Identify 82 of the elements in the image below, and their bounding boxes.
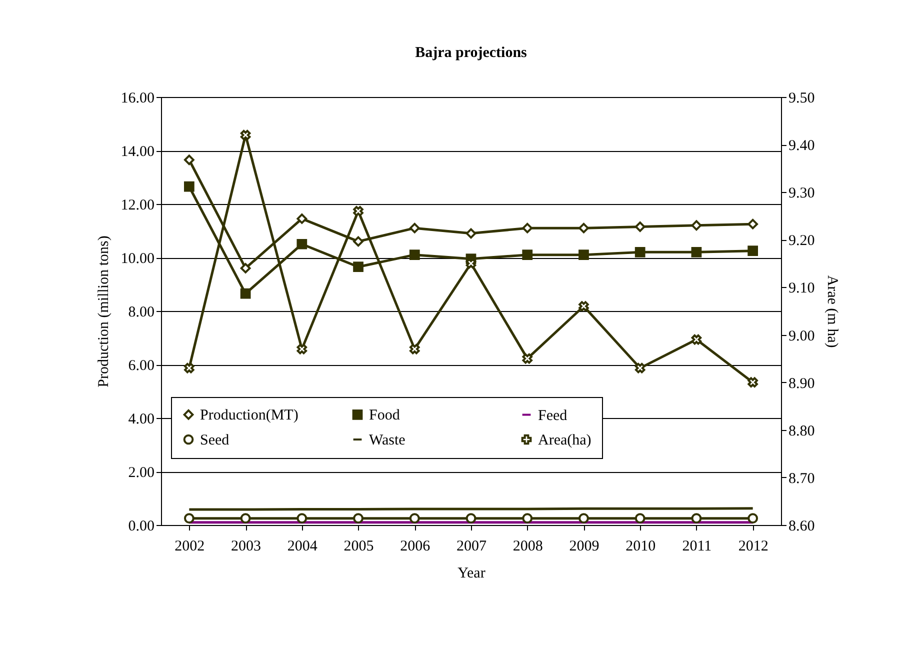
y-axis-title: Production (million tons) [96,236,112,388]
x-tick-label: 2010 [626,538,656,554]
y2-tick-label: 9.40 [788,138,815,154]
point [522,250,533,260]
point [240,513,251,524]
legend-label: Production(MT) [200,408,298,424]
x-tick-label: 2005 [344,538,374,554]
point [748,218,758,230]
point [634,246,646,258]
point [691,513,702,524]
y2-tick-label: 8.90 [788,376,815,392]
point [748,377,758,388]
point [748,513,758,524]
y2-tick-label: 9.00 [788,328,815,344]
y-tick-label: 8.00 [128,304,154,320]
x-axis-title: Year [458,566,486,582]
chart-title: Bajra projections [415,45,528,61]
point [353,262,364,272]
point [409,222,420,234]
x-tick-label: 2006 [400,538,431,554]
point [522,353,533,364]
point [466,228,476,239]
y2-tick-label: 9.10 [788,280,815,297]
point [578,250,589,260]
y2-tick-label: 8.70 [788,470,815,487]
point [184,513,194,524]
point [634,362,646,374]
point [522,513,533,524]
point [691,246,702,258]
point [353,206,364,216]
point [240,288,251,299]
x-tick-label: 2003 [231,538,262,554]
y-tick-label: 10.00 [120,251,154,267]
point [409,513,420,524]
x-tick-label: 2012 [738,538,768,554]
point [409,344,420,354]
y2-tick-label: 9.20 [788,233,815,250]
y2-tick-label: 8.80 [788,423,815,440]
point [184,154,194,166]
y-tick-label: 0.00 [128,518,154,534]
x-tick-label: 2009 [569,538,600,554]
point [296,344,308,354]
y2-tick-label: 9.30 [788,186,815,202]
point [578,301,589,312]
point [578,513,589,524]
point [748,246,758,256]
x-tick-label: 2011 [682,538,712,554]
point [522,222,533,234]
point [184,181,194,192]
point [691,220,702,231]
legend-label: Waste [369,432,406,448]
point [634,513,646,524]
point [296,513,308,524]
legend-label: Food [369,408,400,424]
x-tick-label: 2002 [174,538,205,554]
point [240,263,251,274]
x-tick-label: 2007 [456,538,487,554]
y-tick-label: 6.00 [128,358,154,374]
y-tick-label: 12.00 [120,198,154,214]
y-tick-label: 4.00 [128,412,154,428]
y-tick-label: 2.00 [128,465,154,481]
point [634,222,646,232]
legend-label: Feed [538,408,568,424]
point [353,236,364,247]
point [466,513,476,524]
point [184,362,194,374]
point [409,250,420,260]
x-tick-label: 2004 [287,538,318,554]
y2-tick-label: 9.50 [788,90,815,106]
legend-label: Area(ha) [538,432,592,448]
x-tick-label: 2008 [512,538,543,554]
y2-tick-label: 8.60 [788,518,815,534]
y-tick-label: 14.00 [120,144,154,160]
point [578,222,589,234]
y2-axis-title: Arae (m ha) [824,275,840,348]
legend-label: Seed [200,432,230,448]
point [353,513,364,524]
y-tick-label: 16.00 [120,90,154,106]
point [691,334,702,345]
point [240,130,251,140]
point [296,238,308,250]
point [296,214,308,224]
